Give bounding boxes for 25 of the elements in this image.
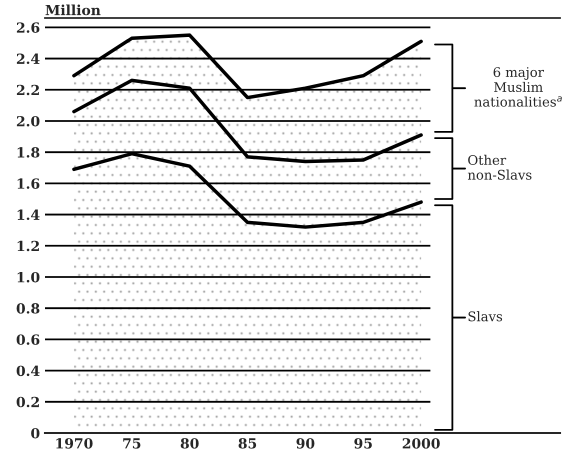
x-tick-label: 75 <box>123 438 140 449</box>
y-tick-label: 2.2 <box>16 84 39 96</box>
x-tick-label: 80 <box>180 438 199 449</box>
legend-label: Slavs <box>468 311 502 322</box>
y-tick-label: 0.8 <box>16 303 40 314</box>
x-tick-label: 85 <box>238 438 256 449</box>
y-tick-label: 2.0 <box>16 116 40 126</box>
legend-label: Other non-Slavs <box>468 154 532 180</box>
y-tick-label: 0.4 <box>16 366 40 376</box>
y-tick-label: 1.6 <box>18 178 40 189</box>
y-tick-label: 2.6 <box>16 22 40 33</box>
y-tick-label: 2.4 <box>16 54 40 64</box>
x-tick-label: 1970 <box>56 438 93 449</box>
y-tick-label: 0.2 <box>16 396 39 408</box>
x-tick-label: 2000 <box>402 438 440 449</box>
y-tick-label: 0 <box>31 428 40 438</box>
y-tick-label: 1.0 <box>18 272 40 282</box>
text: 6 major Muslim nationalities$^{a}$ <box>474 67 562 107</box>
y-tick-label: 0.6 <box>16 334 40 345</box>
y-tick-label: 1.2 <box>18 240 39 252</box>
y-tick-label: 1.4 <box>18 210 40 220</box>
y-axis-title: Million <box>46 4 101 16</box>
y-tick-label: 1.8 <box>18 147 40 158</box>
x-tick-label: 90 <box>296 438 314 449</box>
x-tick-label: 95 <box>354 438 372 449</box>
